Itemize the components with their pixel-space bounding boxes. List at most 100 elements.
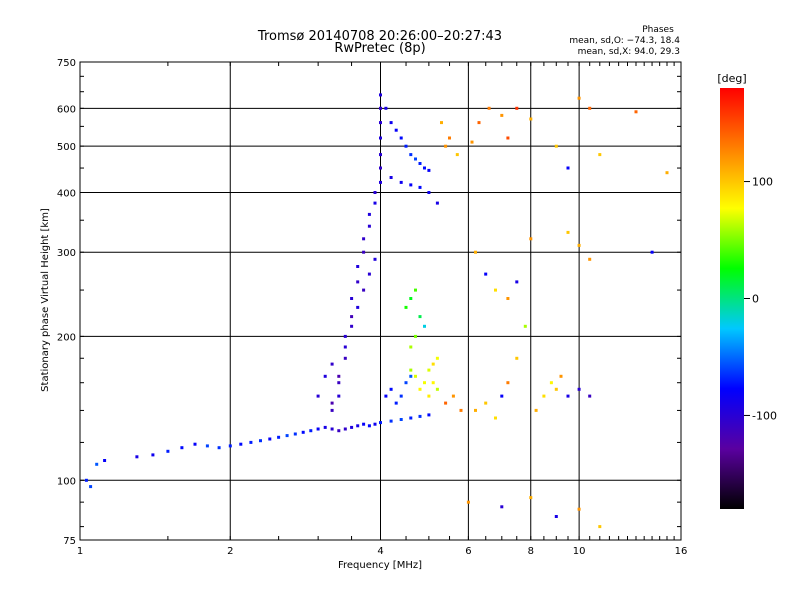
stats-x-mode: mean, sd,X: 94.0, 29.3 [578, 47, 680, 57]
echo-point [362, 422, 366, 426]
echo-point [404, 381, 408, 385]
x-axis-label: Frequency [MHz] [338, 560, 422, 571]
echo-point [277, 435, 281, 439]
echo-point [384, 394, 388, 398]
echo-point [135, 455, 139, 459]
echo-point [404, 144, 408, 148]
echo-point [529, 237, 533, 241]
echo-point [588, 257, 592, 261]
echo-point [506, 136, 510, 140]
echo-point [389, 387, 393, 391]
colorbar-label: [deg] [717, 72, 746, 85]
echo-point [409, 153, 413, 157]
echo-point [414, 288, 417, 292]
echo-point [566, 230, 570, 234]
echo-point [337, 429, 341, 433]
echo-point [427, 168, 431, 172]
chart-title: Tromsø 20140708 20:26:00–20:27:43 [257, 29, 502, 44]
echo-point [414, 374, 417, 378]
echo-point [356, 305, 360, 309]
echo-point [414, 157, 417, 161]
colorbar-tick-label: 0 [752, 293, 759, 306]
echo-point [418, 185, 422, 189]
echo-point [474, 408, 477, 412]
echo-point [598, 525, 602, 529]
echo-point [323, 374, 327, 378]
echo-point [448, 136, 451, 140]
echo-point [549, 381, 553, 385]
echo-point [362, 288, 366, 292]
colorbar: [deg] 100 0 -100 [717, 72, 777, 509]
echo-point [350, 315, 354, 319]
echo-point [350, 425, 354, 429]
echo-point [431, 362, 435, 366]
echo-point [389, 176, 393, 179]
echo-point [367, 424, 371, 428]
echo-point [330, 408, 334, 412]
echo-point [484, 272, 488, 276]
echo-point [515, 106, 519, 110]
echo-point [409, 416, 413, 420]
echo-point [554, 144, 558, 148]
echo-point [409, 183, 413, 187]
echo-point [534, 408, 538, 412]
echo-point [650, 250, 654, 254]
chart-subtitle: RwPretec (8p) [334, 41, 425, 56]
echo-point [379, 421, 382, 425]
echo-point [301, 430, 305, 434]
stats-o-mode: mean, sd,O: −74.3, 18.4 [569, 36, 680, 46]
echo-point [566, 166, 570, 170]
echo-point [309, 429, 313, 433]
echo-point [367, 212, 371, 216]
colorbar-gradient [720, 88, 744, 509]
echo-point [323, 425, 327, 429]
echo-point [330, 362, 334, 366]
echo-point [423, 324, 426, 328]
echo-point [373, 422, 377, 426]
echo-point [285, 434, 289, 438]
echo-point [379, 93, 382, 97]
echo-point [409, 374, 413, 378]
echo-point [337, 394, 341, 398]
echo-point [435, 387, 439, 391]
echo-point [362, 237, 366, 241]
echo-point [373, 191, 377, 194]
echo-point [484, 401, 488, 405]
y-tick-label: 750 [57, 58, 76, 69]
echo-point [399, 136, 403, 140]
x-tick-label: 10 [573, 546, 586, 557]
echo-point [379, 166, 382, 170]
colorbar-tick-label: 100 [752, 176, 773, 189]
echo-point [418, 162, 422, 165]
x-tick-label: 16 [675, 546, 688, 557]
echo-point [259, 439, 262, 443]
x-tick-label: 6 [465, 546, 471, 557]
echo-point [477, 121, 481, 125]
echo-point [399, 180, 403, 184]
echo-point [500, 113, 504, 117]
echo-point [367, 224, 371, 228]
echo-point [588, 106, 592, 110]
echo-point [455, 153, 459, 157]
echo-point [330, 427, 334, 431]
echo-point [559, 374, 563, 378]
echo-point [379, 153, 382, 157]
echo-point [529, 117, 533, 121]
echo-point [350, 324, 354, 328]
echo-point [356, 280, 360, 284]
echo-point [427, 394, 431, 398]
echo-point [356, 265, 360, 268]
echo-point [316, 427, 320, 431]
echo-point [554, 515, 558, 518]
echo-point [500, 394, 504, 398]
plot-area: 1 2 4 6 8 10 16 75 100 200 300 400 500 600 750 [57, 58, 687, 557]
echo-point [343, 334, 347, 338]
echo-point [409, 345, 413, 349]
echo-point [451, 394, 455, 398]
echo-point [330, 401, 334, 405]
y-tick-label: 75 [63, 536, 76, 547]
echo-point [337, 374, 341, 378]
echo-point [634, 110, 638, 114]
echo-point [399, 394, 403, 398]
echo-point [389, 419, 393, 423]
